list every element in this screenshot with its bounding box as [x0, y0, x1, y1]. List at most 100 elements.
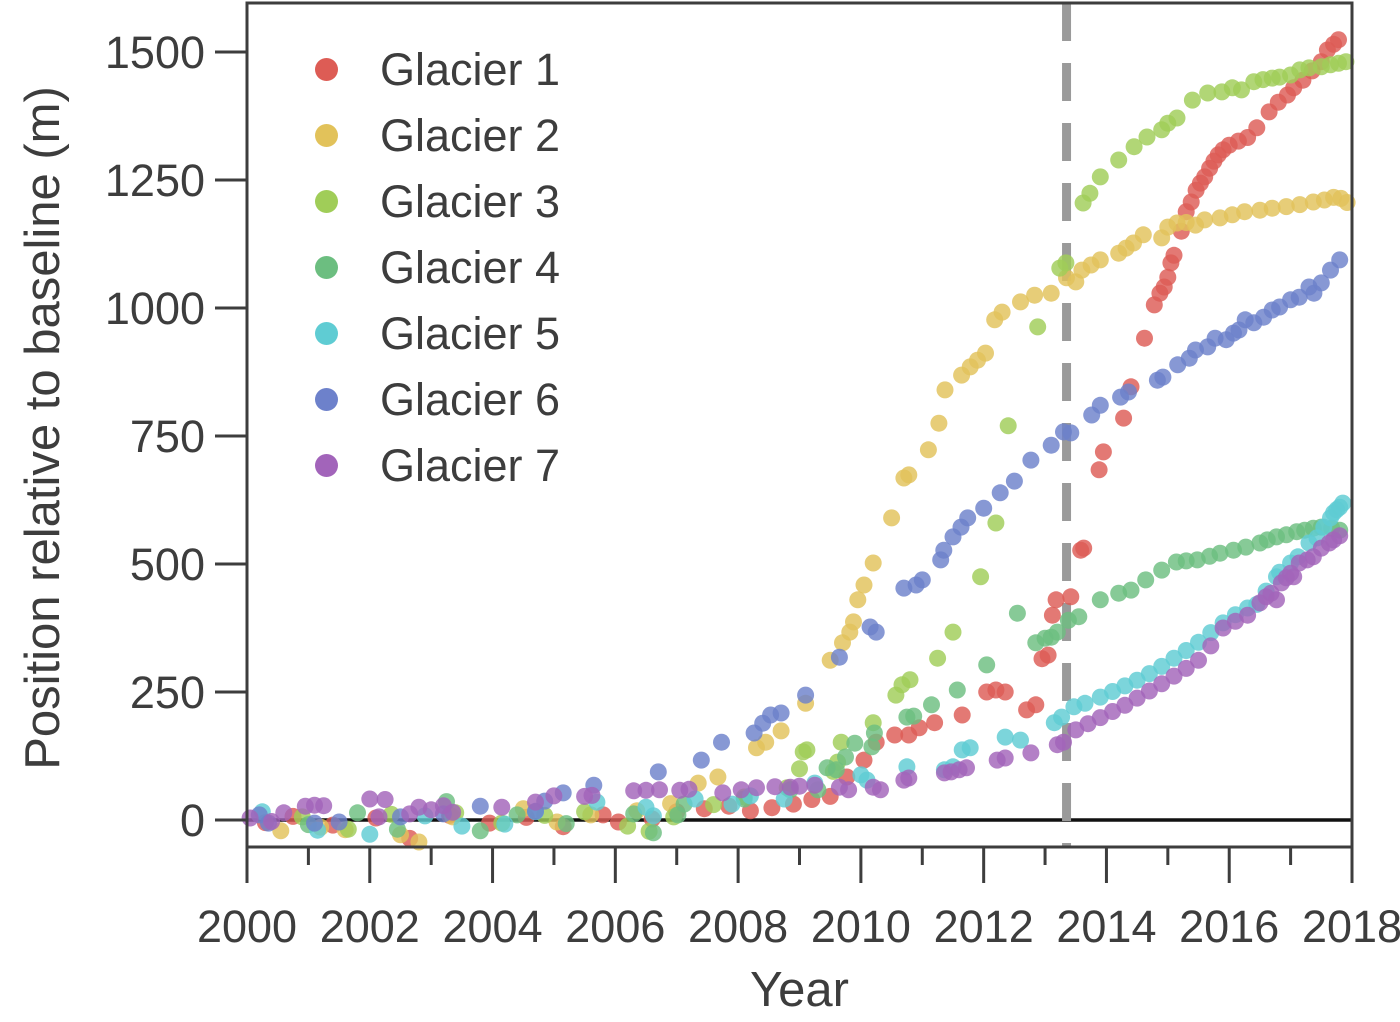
data-point [263, 813, 281, 830]
data-point [692, 751, 710, 769]
legend-item: Glacier 4 [315, 234, 560, 300]
data-point [855, 751, 873, 769]
data-point [1154, 368, 1172, 386]
data-point [864, 554, 882, 572]
data-point [1091, 168, 1109, 186]
x-tick-label: 2014 [1056, 901, 1156, 952]
data-point [1300, 59, 1318, 77]
x-tick-label: 2018 [1302, 901, 1400, 952]
x-tick-label: 2006 [565, 901, 665, 952]
data-point [1022, 744, 1040, 762]
legend-label: Glacier 7 [380, 439, 561, 491]
data-point [644, 824, 662, 842]
data-point [772, 722, 790, 740]
legend-item: Glacier 2 [315, 102, 560, 168]
data-point [1053, 708, 1071, 726]
data-point [1076, 694, 1094, 712]
data-point [1168, 109, 1186, 127]
legend-item: Glacier 7 [315, 432, 560, 498]
series-7 [241, 527, 1349, 830]
data-point [1277, 198, 1295, 216]
data-point [576, 803, 594, 821]
data-point [1268, 591, 1285, 609]
data-point [594, 806, 612, 824]
data-point [361, 825, 379, 843]
data-point [993, 303, 1011, 321]
data-point [1137, 571, 1155, 589]
data-point [527, 793, 544, 811]
data-point [493, 798, 511, 816]
data-point [1091, 251, 1109, 269]
x-tick-label: 2004 [443, 901, 543, 952]
data-point [1337, 53, 1355, 71]
data-point [1120, 383, 1137, 401]
data-point [1140, 682, 1158, 700]
data-point [849, 591, 867, 609]
legend: Glacier 1 Glacier 2 Glacier 3 Glacier 4 … [315, 36, 560, 498]
data-point [996, 683, 1014, 701]
data-point [496, 815, 514, 833]
data-point [1008, 604, 1026, 622]
series-4 [299, 518, 1349, 842]
data-point [798, 741, 816, 759]
data-point [680, 780, 698, 798]
data-point [1043, 606, 1061, 624]
data-point [1022, 451, 1040, 469]
legend-marker-dot [315, 255, 338, 279]
data-point [1091, 591, 1109, 609]
x-axis-title: Year [749, 963, 849, 1017]
data-point [1081, 184, 1099, 202]
data-point [1057, 254, 1075, 272]
legend-marker-dot [315, 387, 338, 411]
y-tick-label: 500 [130, 539, 205, 590]
data-point [948, 681, 966, 699]
legend-label: Glacier 6 [380, 373, 561, 425]
data-point [972, 568, 990, 586]
data-point [1159, 268, 1177, 286]
data-point [1248, 119, 1266, 137]
data-point [330, 813, 348, 831]
data-point [959, 509, 977, 527]
legend-item: Glacier 3 [315, 168, 560, 234]
data-point [471, 797, 489, 815]
data-point [748, 779, 765, 797]
data-point [867, 623, 885, 641]
data-point [1055, 733, 1072, 751]
data-point [791, 760, 808, 778]
data-point [1236, 203, 1254, 221]
data-point [900, 466, 918, 484]
data-point [1026, 286, 1044, 304]
data-point [649, 763, 667, 781]
data-point [1165, 649, 1183, 667]
x-tick-label: 2012 [934, 901, 1034, 952]
y-tick-label: 1000 [105, 283, 205, 334]
x-tick-label: 2010 [811, 901, 911, 952]
y-tick-label: 750 [130, 411, 205, 462]
data-point [1075, 539, 1093, 557]
legend-label: Glacier 4 [380, 241, 561, 293]
data-point [444, 803, 462, 821]
data-point [1177, 642, 1195, 659]
data-point [644, 807, 662, 825]
data-point [370, 808, 388, 826]
data-point [855, 576, 873, 594]
data-point [1291, 196, 1309, 214]
data-point [913, 571, 931, 589]
data-point [806, 776, 824, 794]
data-point [840, 781, 858, 799]
legend-label: Glacier 5 [380, 307, 561, 359]
data-point [1285, 568, 1303, 586]
data-point [1042, 284, 1060, 302]
data-point [1177, 659, 1195, 677]
data-point [772, 704, 790, 722]
data-point [1202, 637, 1220, 655]
data-point [1153, 657, 1171, 675]
x-tick-label: 2008 [688, 901, 788, 952]
data-point [961, 739, 979, 757]
data-point [1334, 494, 1352, 512]
legend-item: Glacier 6 [315, 366, 560, 432]
data-point [886, 726, 904, 744]
data-point [1331, 251, 1349, 269]
data-point [637, 781, 655, 799]
data-point [1196, 211, 1214, 229]
